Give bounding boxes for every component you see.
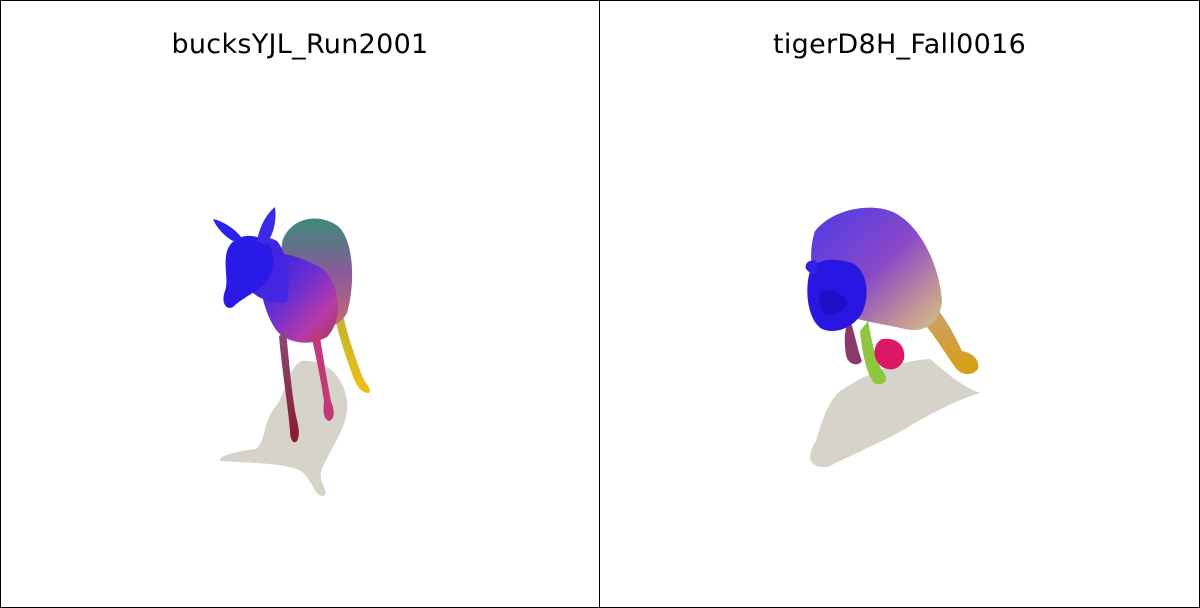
deer-ear-left: [213, 219, 241, 241]
tiger-front-leg-green: [860, 321, 887, 385]
tiger-ear: [805, 260, 819, 275]
tiger-front-paw: [874, 338, 905, 370]
tiger-front-leg-dark: [844, 319, 862, 365]
deer-front-leg: [279, 331, 299, 443]
deer-ear-right: [257, 207, 276, 245]
panel-title-left: bucksYJL_Run2001: [171, 29, 429, 60]
panel-title-right: tigerD8H_Fall0016: [772, 29, 1027, 60]
deer-shadow: [219, 360, 348, 497]
deer-render: [213, 207, 371, 497]
deer-head: [223, 235, 274, 308]
tiger-shadow: [810, 359, 980, 468]
deer-front-leg-2: [311, 331, 334, 421]
right-panel: tigerD8H_Fall0016: [599, 0, 1200, 608]
tiger-render: [805, 207, 980, 468]
tiger-face: [819, 290, 848, 315]
left-panel: bucksYJL_Run2001: [0, 0, 600, 608]
tiger-back-leg: [922, 301, 979, 375]
deer-back-leg: [334, 306, 371, 393]
